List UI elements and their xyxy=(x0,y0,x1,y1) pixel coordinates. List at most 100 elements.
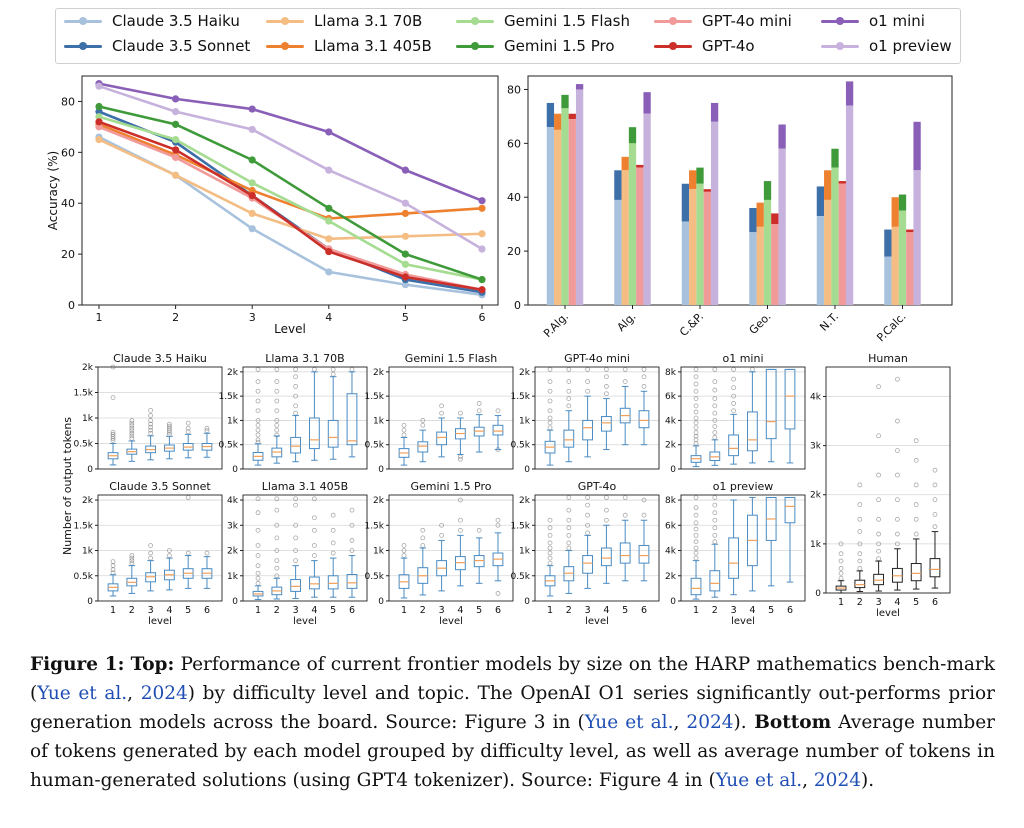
outlier xyxy=(693,388,699,394)
outlier xyxy=(547,415,553,421)
x-axis-label: level xyxy=(585,616,609,627)
outlier xyxy=(110,431,116,437)
x-tick-label: 4 xyxy=(894,597,900,608)
bar-llama-3-1-70b xyxy=(756,226,764,305)
outlier xyxy=(349,522,355,528)
outlier xyxy=(913,531,919,537)
x-tick-label: 2 xyxy=(566,605,572,616)
outlier xyxy=(693,403,699,409)
bar-claude-3-5-haiku xyxy=(816,216,825,305)
outlier xyxy=(274,422,280,428)
panel-title: o1 mini xyxy=(722,352,763,365)
data-point xyxy=(95,123,103,131)
figure-caption: Figure 1: Top: Performance of current fr… xyxy=(30,650,995,795)
citation-link-author-2[interactable]: Yue et al. xyxy=(584,712,674,733)
outlier xyxy=(293,393,299,399)
box xyxy=(436,431,447,446)
citation-link-year-3[interactable]: 2024 xyxy=(813,770,861,791)
outlier xyxy=(129,418,135,423)
outlier xyxy=(255,398,261,404)
outlier xyxy=(913,438,919,444)
outlier xyxy=(585,379,591,384)
outlier xyxy=(495,408,501,414)
citation-link-year-1[interactable]: 2024 xyxy=(140,683,188,704)
outlier xyxy=(603,517,609,523)
y-tick-label: 6k xyxy=(665,392,677,402)
y-tick-label: 8k xyxy=(665,496,677,506)
y-tick-label: 0.5k xyxy=(364,441,384,451)
outlier xyxy=(420,422,426,428)
outlier xyxy=(255,388,261,394)
outlier xyxy=(712,517,718,523)
y-tick-label: 2k xyxy=(519,496,531,506)
bar-gpt-4o-mini xyxy=(568,119,576,305)
outlier xyxy=(185,425,191,431)
y-tick-label: 1k xyxy=(82,414,94,424)
outlier xyxy=(585,522,591,528)
outlier xyxy=(585,367,591,372)
y-tick-label: 0.5k xyxy=(218,441,238,451)
outlier xyxy=(255,367,261,372)
data-point xyxy=(95,113,103,121)
outlier xyxy=(693,396,699,401)
panel-title: Claude 3.5 Haiku xyxy=(113,352,207,365)
x-tick-label: 6 xyxy=(349,605,355,616)
outlier xyxy=(148,424,154,430)
legend-item-o1-mini: o1 mini xyxy=(821,12,925,30)
series-llama-3-1-405b xyxy=(95,120,486,223)
box xyxy=(582,419,593,441)
x-tick-label: 1 xyxy=(838,597,844,608)
chart-legend: Claude 3.5 Haiku Claude 3.5 Sonnet Llama 3… xyxy=(55,8,961,64)
outlier xyxy=(349,548,355,553)
outlier xyxy=(712,418,718,423)
data-point xyxy=(248,225,256,233)
box-panel-claude-3-5-haiku: 0 0.5k 1k 1.5k 2k Claude 3.5 Haiku xyxy=(73,352,223,475)
y-tick-label: 1.5k xyxy=(364,392,384,402)
outlier xyxy=(148,427,154,433)
outlier xyxy=(274,548,280,553)
x-tick-label: 3 xyxy=(731,605,737,616)
outlier xyxy=(274,522,280,528)
bar-o1-preview xyxy=(778,148,786,305)
outlier xyxy=(185,550,191,556)
panel-frame xyxy=(534,366,660,470)
x-axis-label: level xyxy=(731,616,755,627)
bar-llama-3-1-70b xyxy=(689,189,697,305)
outlier xyxy=(148,543,154,548)
data-point xyxy=(95,118,103,126)
citation-link-author-1[interactable]: Yue et al. xyxy=(37,683,128,704)
outlier xyxy=(693,381,699,387)
bar-gemini-1-5-flash xyxy=(831,167,839,305)
legend-label: Claude 3.5 Sonnet xyxy=(112,37,251,55)
outlier xyxy=(204,550,210,556)
citation-link-author-3[interactable]: Yue et al. xyxy=(715,770,803,791)
citation-link-year-2[interactable]: 2024 xyxy=(686,712,734,733)
data-point xyxy=(401,281,409,289)
x-tick-label: 3 xyxy=(585,605,591,616)
outlier xyxy=(622,367,628,372)
outlier xyxy=(894,448,900,453)
y-tick-label: 4k xyxy=(227,496,239,506)
box xyxy=(709,451,721,461)
outlier xyxy=(566,525,572,531)
outlier xyxy=(330,367,336,372)
data-point xyxy=(172,153,180,162)
bar-gemini-1-5-flash xyxy=(628,143,637,305)
box xyxy=(784,497,796,524)
box xyxy=(563,429,575,448)
outlier xyxy=(401,548,407,553)
legend-label: GPT-4o mini xyxy=(702,12,792,30)
box xyxy=(747,411,758,452)
outlier xyxy=(894,376,900,382)
outlier xyxy=(255,563,261,569)
box-y-axis-label: Number of output tokens xyxy=(61,417,74,555)
series-line xyxy=(98,138,483,241)
x-tick-label: 5 xyxy=(402,311,409,324)
legend-swatch xyxy=(821,16,859,25)
y-tick-label: 1k xyxy=(227,416,239,426)
y-tick-label: 20 xyxy=(507,245,521,258)
outlier xyxy=(110,429,116,435)
y-tick-label: 40 xyxy=(61,197,75,210)
series-line xyxy=(98,84,483,251)
